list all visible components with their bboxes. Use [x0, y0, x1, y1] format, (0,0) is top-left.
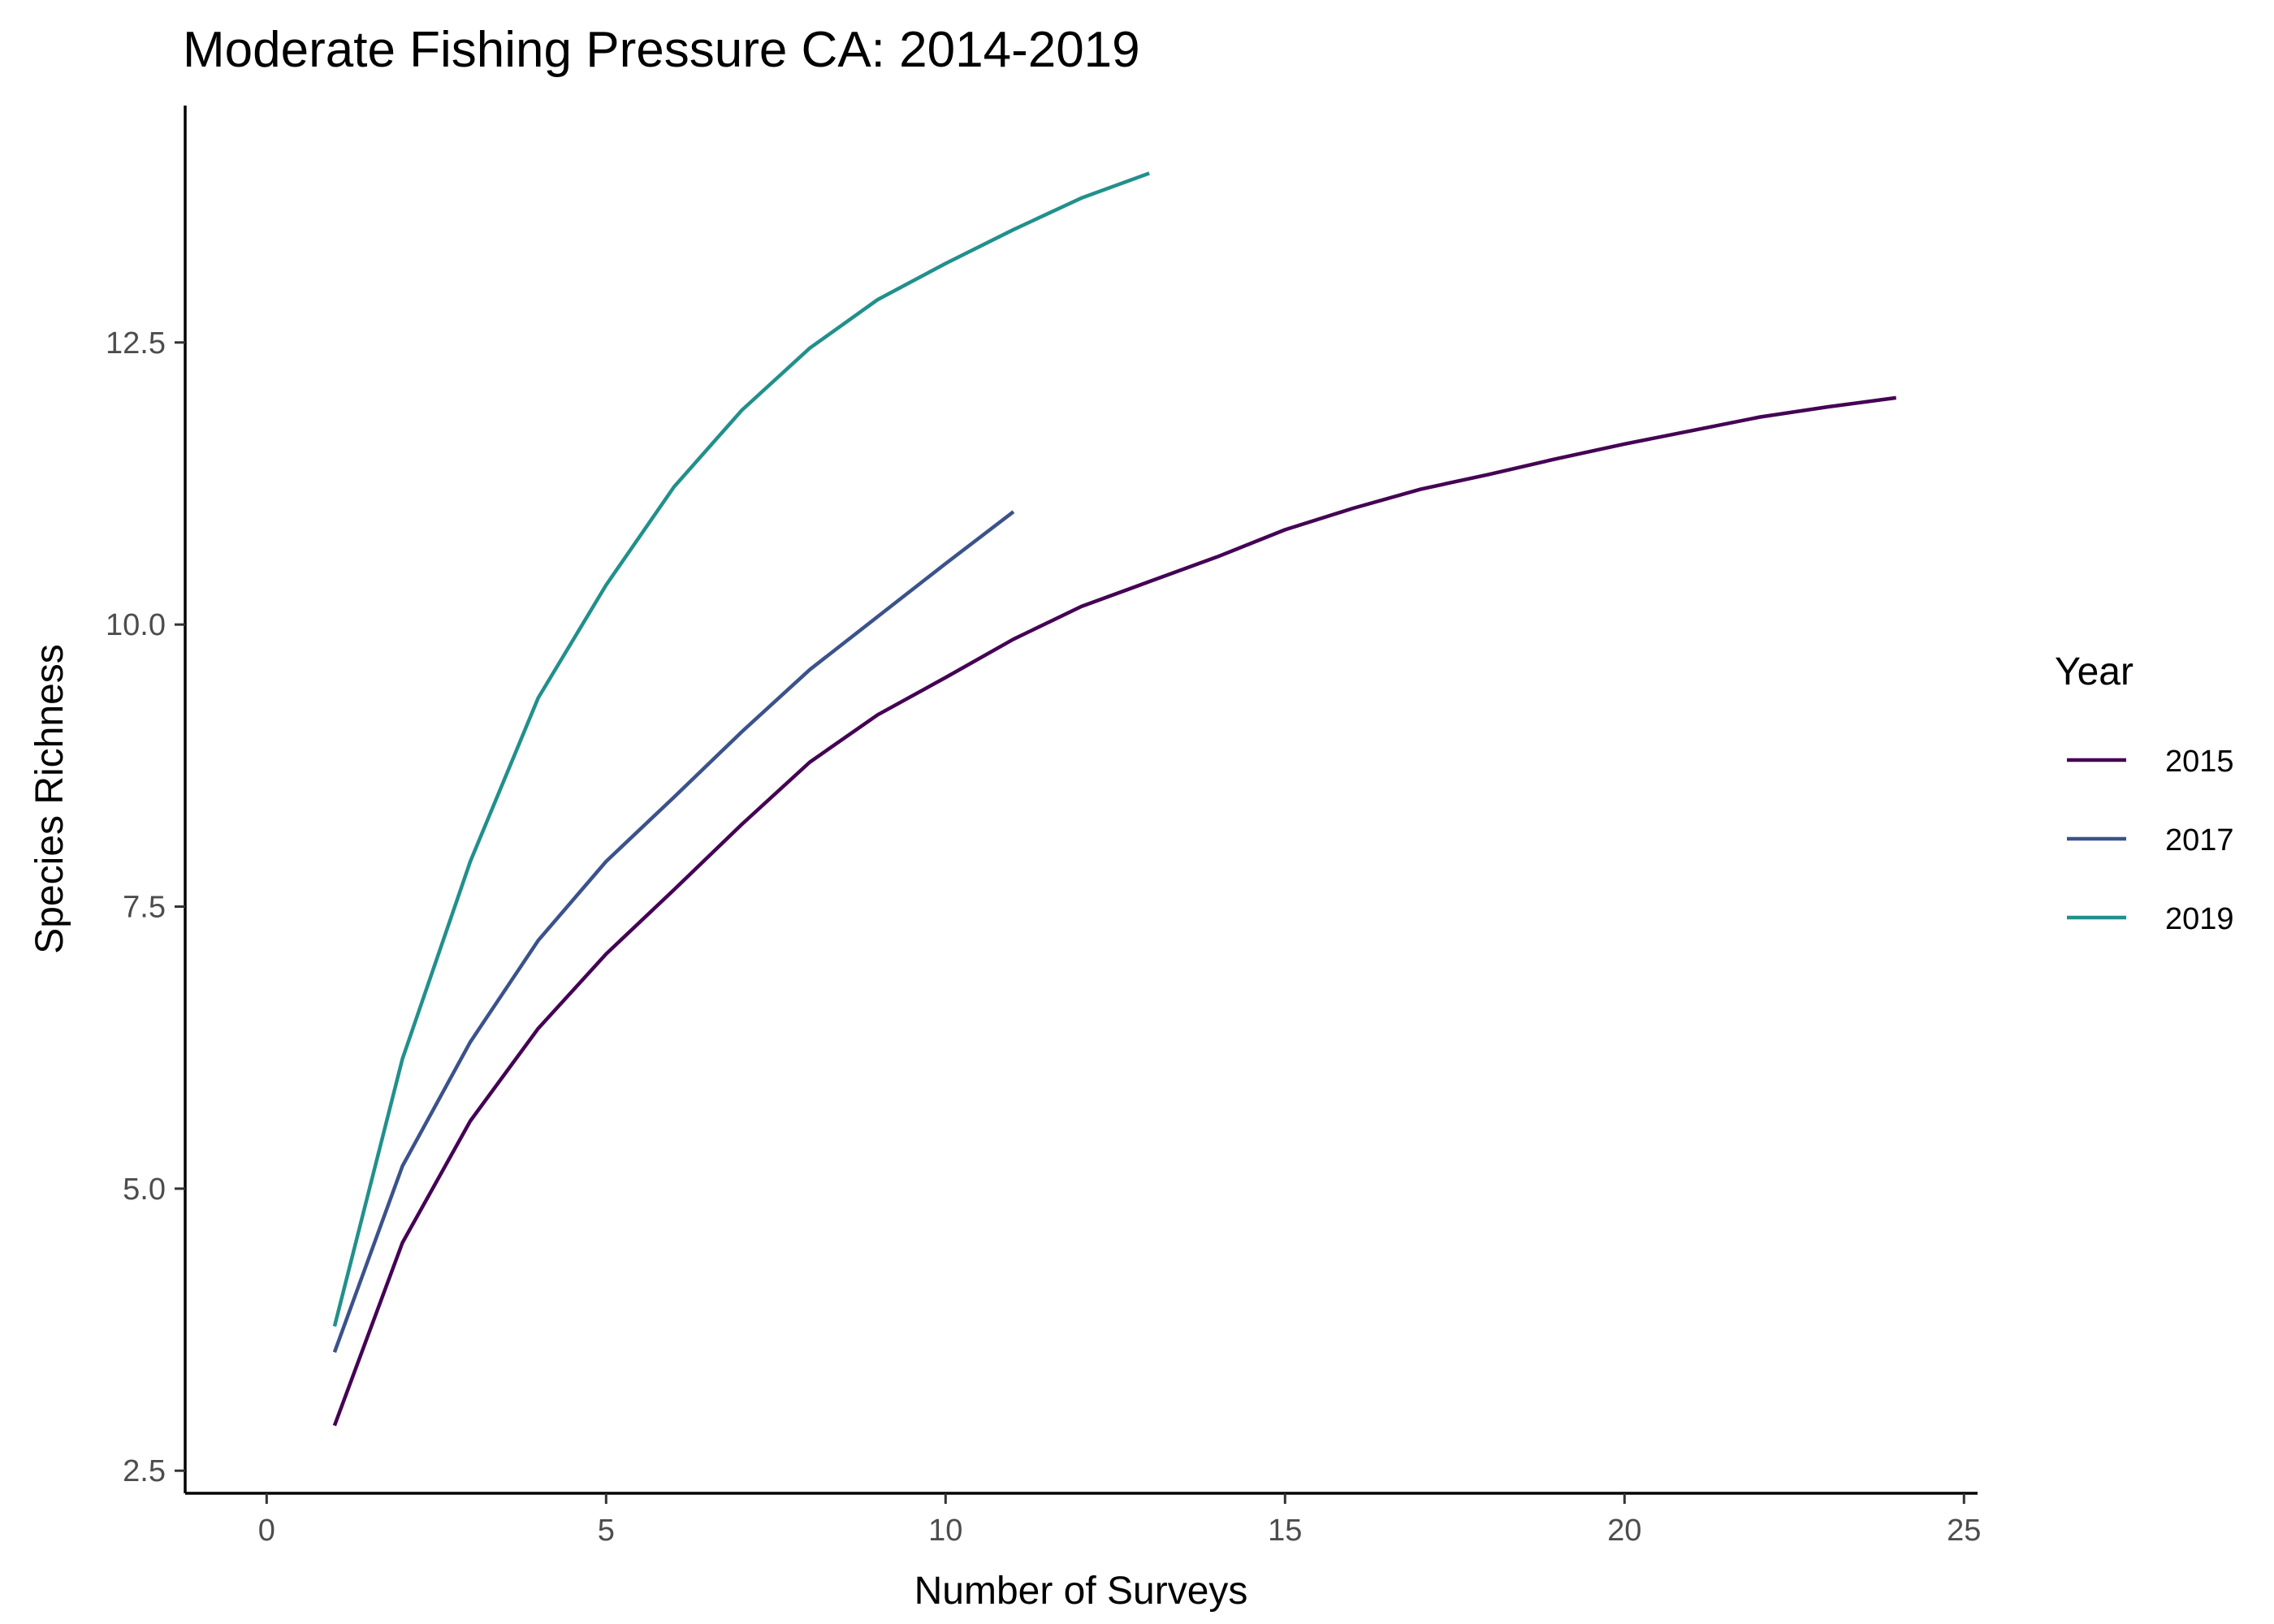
legend-title: Year [2055, 650, 2133, 693]
series-line-2017 [332, 510, 1015, 1354]
y-tick-label: 10.0 [106, 608, 166, 642]
y-tick-label: 2.5 [123, 1454, 166, 1488]
legend-items: 2015 2017 2019 [2067, 745, 2234, 936]
x-axis-title: Number of Surveys [914, 1570, 1248, 1613]
x-tick-label: 20 [1607, 1514, 1641, 1548]
series-line-2019 [332, 171, 1150, 1327]
x-tick-label: 0 [258, 1514, 275, 1548]
series-lines [332, 171, 1896, 1427]
y-axis-title: Species Richness [28, 644, 71, 954]
x-tick-label: 5 [598, 1514, 615, 1548]
x-tick-label: 10 [928, 1514, 962, 1548]
y-axis-ticks: 2.5 5.0 7.5 10.0 12.5 [106, 326, 185, 1488]
legend-item-2015: 2015 [2067, 745, 2234, 779]
legend-label-2015: 2015 [2165, 745, 2234, 779]
x-tick-label: 25 [1947, 1514, 1981, 1548]
y-tick-label: 7.5 [123, 890, 166, 924]
legend: Year 2015 2017 2019 [2055, 650, 2234, 936]
y-tick-label: 12.5 [106, 326, 166, 361]
legend-item-2019: 2019 [2067, 902, 2234, 936]
plot-area: 0 5 10 15 20 25 2.5 5.0 7.5 10.0 12.5 [106, 106, 1981, 1548]
x-axis-ticks: 0 5 10 15 20 25 [258, 1493, 1981, 1548]
y-tick-label: 5.0 [123, 1173, 166, 1207]
series-line-2015 [332, 395, 1896, 1427]
legend-label-2019: 2019 [2165, 902, 2234, 936]
legend-item-2017: 2017 [2067, 823, 2234, 857]
legend-label-2017: 2017 [2165, 823, 2234, 857]
x-tick-label: 15 [1268, 1514, 1302, 1548]
chart-title: Moderate Fishing Pressure CA: 2014-2019 [183, 22, 1140, 78]
